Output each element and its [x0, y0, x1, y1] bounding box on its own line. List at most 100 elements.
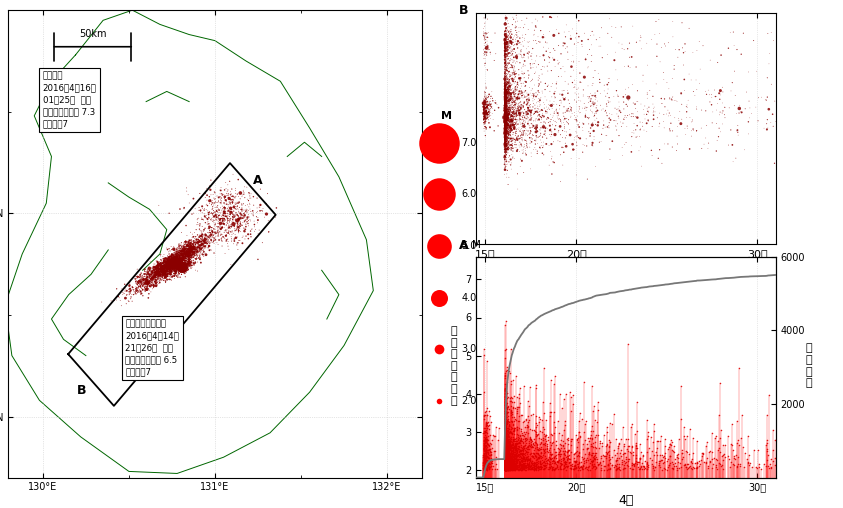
Point [512, 94, 525, 103]
Point [501, 108, 514, 116]
Point [509, 136, 523, 144]
Point [501, 121, 514, 130]
Point [500, 108, 513, 116]
Point [478, 101, 491, 109]
Point [484, 446, 497, 454]
Point [479, 100, 492, 108]
Point [500, 465, 513, 473]
Point [498, 27, 512, 36]
Point [507, 108, 520, 116]
Point [561, 107, 574, 115]
Point [197, 239, 211, 247]
Point [504, 464, 518, 472]
Point [500, 106, 513, 114]
Point [158, 263, 171, 271]
Point [554, 116, 567, 124]
Point [686, 434, 700, 442]
Point [498, 434, 512, 442]
Point [499, 98, 513, 106]
Point [498, 437, 512, 445]
Point [478, 461, 491, 469]
Point [727, 157, 740, 166]
Point [244, 189, 258, 198]
Point [498, 115, 512, 123]
Point [501, 457, 514, 465]
Point [225, 217, 239, 226]
Point [137, 276, 151, 284]
Point [535, 87, 549, 95]
Point [485, 88, 498, 96]
Point [671, 450, 685, 458]
Point [504, 402, 518, 410]
Point [578, 111, 592, 119]
Point [498, 107, 512, 115]
Point [183, 253, 196, 262]
Point [499, 446, 513, 454]
Point [714, 462, 728, 470]
Point [500, 93, 513, 101]
Point [554, 441, 567, 450]
Point [149, 277, 163, 285]
Point [148, 268, 162, 276]
Point [138, 278, 152, 286]
Point [548, 465, 561, 473]
Point [153, 260, 166, 268]
Point [234, 214, 247, 222]
Point [501, 50, 514, 58]
Point [550, 78, 563, 86]
Point [144, 278, 158, 287]
Point [504, 425, 518, 433]
Point [499, 149, 513, 157]
Point [176, 251, 190, 260]
Point [501, 97, 514, 105]
Point [502, 447, 515, 455]
Point [184, 247, 197, 255]
Point [507, 79, 521, 87]
Point [680, 108, 694, 116]
Point [498, 104, 512, 112]
Point [523, 462, 536, 470]
Point [500, 142, 513, 150]
Point [570, 129, 583, 137]
Point [157, 266, 170, 274]
Point [178, 267, 191, 275]
Point [507, 456, 521, 464]
Point [499, 87, 513, 95]
Point [502, 97, 516, 105]
Point [164, 270, 178, 278]
Point [175, 251, 189, 260]
Point [498, 85, 512, 93]
Point [175, 261, 189, 269]
Point [503, 443, 517, 451]
Point [230, 218, 244, 227]
Point [498, 462, 512, 470]
Point [139, 268, 153, 276]
Point [518, 460, 531, 468]
Point [502, 438, 515, 446]
Point [513, 465, 526, 473]
Point [477, 456, 491, 464]
Point [498, 463, 512, 471]
Point [498, 136, 512, 144]
Point [511, 433, 524, 441]
Point [601, 29, 615, 38]
Point [499, 126, 513, 135]
Point [478, 93, 491, 101]
Point [186, 242, 200, 250]
Point [498, 58, 512, 67]
Point [208, 195, 222, 203]
Point [156, 273, 169, 281]
Point [545, 466, 558, 474]
Point [500, 450, 513, 458]
Point [499, 98, 513, 106]
Point [478, 408, 491, 416]
Point [525, 132, 539, 140]
Point [212, 214, 225, 222]
Point [217, 233, 230, 241]
Point [499, 56, 513, 65]
Point [158, 267, 171, 275]
Point [498, 81, 512, 89]
Point [501, 111, 514, 119]
Point [499, 462, 513, 470]
Point [164, 262, 177, 270]
